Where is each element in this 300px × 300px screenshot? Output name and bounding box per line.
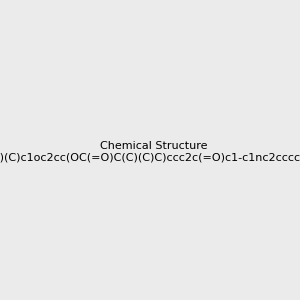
- Text: Chemical Structure
CC(C)(C)c1oc2cc(OC(=O)C(C)(C)C)ccc2c(=O)c1-c1nc2ccccc2n1C: Chemical Structure CC(C)(C)c1oc2cc(OC(=O…: [0, 141, 300, 162]
